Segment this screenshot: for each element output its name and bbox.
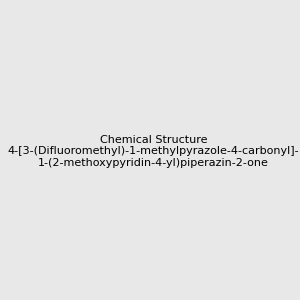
Text: Chemical Structure
4-[3-(Difluoromethyl)-1-methylpyrazole-4-carbonyl]-
1-(2-meth: Chemical Structure 4-[3-(Difluoromethyl)… [8, 135, 300, 168]
